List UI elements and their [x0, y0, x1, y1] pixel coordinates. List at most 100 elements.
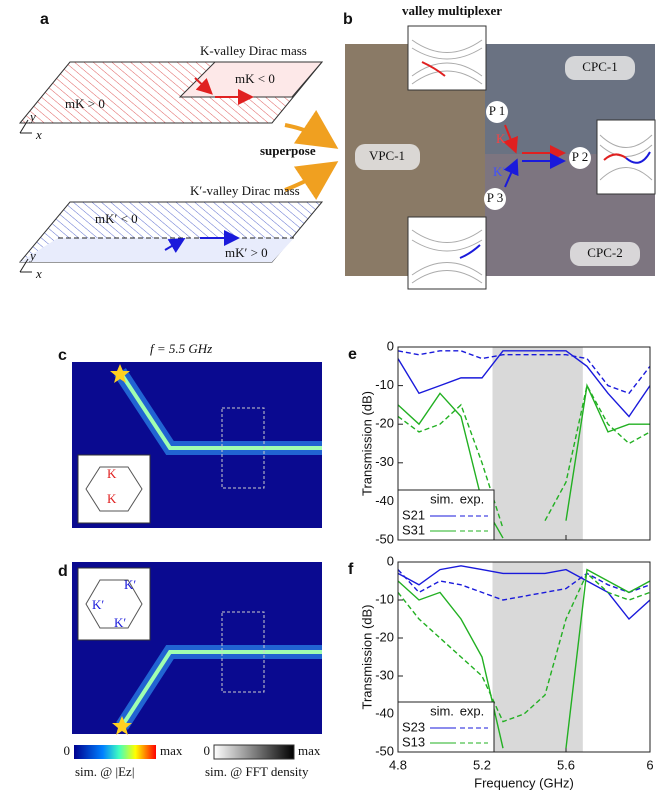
- arrow: [284, 110, 339, 149]
- legend-label: S13: [402, 734, 425, 749]
- y-axis-label: Transmission (dB): [359, 605, 374, 710]
- box: [221, 611, 265, 693]
- panel-b: b valley multiplexer CPC-1 VPC-1 CPC-2 P…: [343, 3, 656, 290]
- panel-a: a K-valley Dirac mass mK < 0 mK > 0 y x …: [18, 11, 339, 281]
- text: P 3: [487, 190, 504, 205]
- inset: [77, 454, 151, 524]
- text: y: [28, 248, 36, 263]
- text: mK′ > 0: [225, 245, 268, 260]
- text: K′: [92, 597, 104, 612]
- text: K: [107, 466, 117, 481]
- arrow: [503, 158, 519, 188]
- text: CPC-1: [582, 59, 617, 74]
- text: sim. @ FFT density: [205, 764, 309, 779]
- text: x: [35, 266, 42, 281]
- port: [486, 101, 508, 123]
- text: P 2: [572, 149, 589, 164]
- beam: [120, 650, 322, 728]
- text: max: [298, 743, 321, 758]
- legend-header: exp.: [460, 703, 485, 718]
- band: [492, 347, 583, 540]
- tag: [355, 144, 420, 170]
- text: K-valley Dirac mass: [200, 43, 307, 58]
- text: mK < 0: [235, 71, 275, 86]
- legend: [397, 489, 495, 541]
- text: mK′ < 0: [95, 211, 138, 226]
- text: VPC-1: [369, 148, 405, 163]
- beam: [118, 370, 322, 450]
- y-tick-label: -50: [375, 531, 394, 546]
- caption: f = 5.5 GHz: [150, 341, 212, 356]
- y-tick-label: -10: [375, 591, 394, 606]
- series-line: [397, 569, 651, 601]
- legend-header: sim.: [430, 703, 454, 718]
- arrow: [284, 161, 339, 200]
- series-line: [397, 572, 651, 723]
- star: [110, 364, 130, 383]
- panel-label: b: [343, 11, 353, 28]
- text: y: [28, 109, 36, 124]
- frame: [397, 561, 651, 753]
- y-tick-label: 0: [387, 553, 394, 568]
- panel-d: d K′ K′ K′: [58, 562, 322, 735]
- legend-header: exp.: [460, 491, 485, 506]
- arrow: [503, 124, 518, 154]
- y-tick-label: -10: [375, 377, 394, 392]
- legend-label: S31: [402, 522, 425, 537]
- y-tick-label: -50: [375, 743, 394, 758]
- colorbar: [74, 745, 156, 759]
- y-tick-label: 0: [387, 338, 394, 353]
- text: CPC-2: [587, 245, 622, 260]
- panel-c: c f = 5.5 GHz K K: [58, 341, 322, 528]
- hexagon: [85, 466, 143, 512]
- chart: f Transmission (dB) Frequency (GHz) 0 -10 -20…: [348, 553, 654, 790]
- text: sim. @ |Ez|: [75, 764, 134, 779]
- tag: [565, 56, 635, 80]
- text: max: [160, 743, 183, 758]
- inset: [407, 25, 656, 290]
- y-axis-label: Transmission (dB): [359, 391, 374, 496]
- legend-label: S21: [402, 507, 425, 522]
- text: K′: [493, 164, 505, 179]
- axis: [19, 258, 29, 273]
- chart: e Transmission (dB) 0 -10 -20 -30 -40 -50 sim. ex…: [348, 338, 651, 546]
- legend-label: S23: [402, 719, 425, 734]
- text: K′: [124, 577, 136, 592]
- text: mK > 0: [65, 96, 105, 111]
- legend: [397, 701, 495, 753]
- text: 0: [64, 743, 71, 758]
- y-tick-label: -20: [375, 416, 394, 431]
- port: [569, 147, 591, 169]
- tag: [570, 242, 640, 266]
- k-region: [178, 61, 324, 98]
- frame: [397, 346, 651, 541]
- colorbars: 0 max sim. @ |Ez| 0 max sim. @ FFT densi…: [64, 743, 321, 779]
- text: K: [496, 131, 506, 146]
- text: K′: [114, 615, 126, 630]
- x-axis-label: Frequency (GHz): [474, 775, 574, 790]
- text: K: [107, 491, 117, 506]
- box: [221, 407, 265, 489]
- panel-label: e: [348, 346, 357, 363]
- y-tick-label: -40: [375, 493, 394, 508]
- text: P 1: [489, 103, 506, 118]
- star: [112, 716, 132, 735]
- y-tick-label: -40: [375, 705, 394, 720]
- series-line: [397, 383, 651, 529]
- series-line: [397, 568, 651, 749]
- panel-label: a: [40, 11, 49, 28]
- title: valley multiplexer: [402, 3, 502, 18]
- hexagon: [85, 579, 143, 629]
- y-tick-label: -30: [375, 667, 394, 682]
- panel-label: d: [58, 563, 68, 580]
- x-tick-label: 5.2: [473, 757, 491, 772]
- x-tick-label: 4.8: [389, 757, 407, 772]
- text: superpose: [260, 143, 316, 158]
- port: [484, 188, 506, 210]
- x-tick-label: 6: [646, 757, 653, 772]
- axis: [19, 119, 29, 134]
- text: K′-valley Dirac mass: [190, 183, 300, 198]
- text: 0: [204, 743, 211, 758]
- legend-header: sim.: [430, 491, 454, 506]
